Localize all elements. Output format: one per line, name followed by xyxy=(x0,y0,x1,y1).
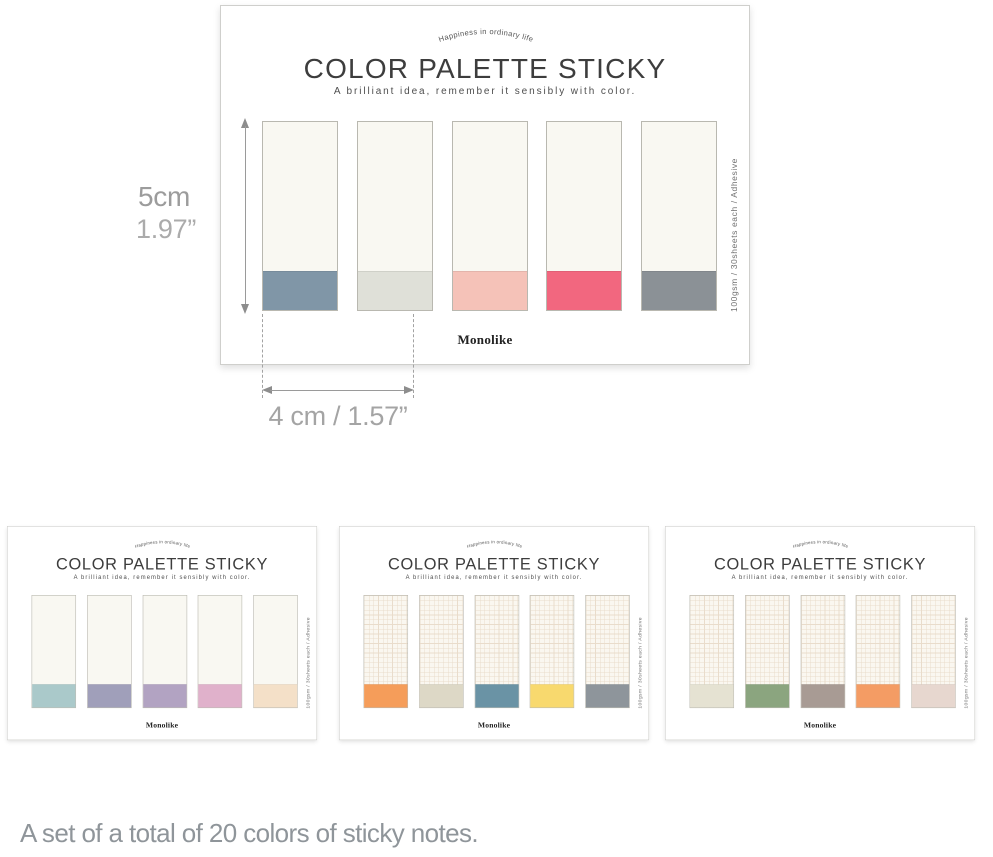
product-card-main: Happiness in ordinary life COLOR PALETTE… xyxy=(220,5,750,365)
spec-side-text: 100gsm / 30sheets each / Adhesive xyxy=(962,617,969,709)
product-card-variant: Happiness in ordinary life COLOR PALETTE … xyxy=(7,526,318,741)
spec-side-text: 100gsm / 30sheets each / Adhesive xyxy=(729,158,739,312)
sticky-note xyxy=(253,595,298,709)
arrow-line xyxy=(245,126,246,306)
arc-tagline-text: Happiness in ordinary life xyxy=(466,539,523,549)
sticky-note-color-strip xyxy=(801,684,845,708)
arc-tagline-text: Happiness in ordinary life xyxy=(134,539,191,549)
brand-logo: Monolike xyxy=(457,332,513,347)
arc-tagline: Happiness in ordinary life xyxy=(792,539,849,549)
sticky-note-color-strip xyxy=(547,271,622,310)
sticky-note-color-strip xyxy=(32,684,76,708)
sticky-notes-row xyxy=(666,527,975,740)
width-label: 4 cm / 1.57” xyxy=(268,401,408,431)
spec-side-text: 100gsm / 30sheets each / Adhesive xyxy=(304,617,311,709)
product-card-variant: Happiness in ordinary life COLOR PALETTE … xyxy=(665,526,976,741)
sticky-note xyxy=(31,595,77,709)
sticky-note xyxy=(800,595,845,709)
sticky-note xyxy=(142,595,187,709)
card-subtitle: A brilliant idea, remember it sensibly w… xyxy=(731,574,909,581)
sticky-notes-row xyxy=(221,6,749,364)
sticky-note-color-strip xyxy=(364,684,408,708)
sticky-note-color-strip xyxy=(263,271,337,310)
height-label-cm: 5cm xyxy=(138,181,190,212)
svg-text:Happiness in ordinary life: Happiness in ordinary life xyxy=(792,539,849,549)
sticky-note xyxy=(585,595,630,709)
sticky-note xyxy=(689,595,735,709)
sticky-note-color-strip xyxy=(475,684,519,708)
dashed-guide-right xyxy=(413,314,414,398)
sticky-note xyxy=(87,595,132,709)
dashed-guide-left xyxy=(262,314,263,398)
sticky-note-color-strip xyxy=(87,684,131,708)
sticky-note-color-strip xyxy=(690,684,734,708)
sticky-note-color-strip xyxy=(143,684,187,708)
brand-logo: Monolike xyxy=(477,720,511,730)
brand-logo: Monolike xyxy=(145,720,179,730)
card-subtitle: A brilliant idea, remember it sensibly w… xyxy=(405,574,583,581)
sticky-note-color-strip xyxy=(357,271,432,310)
svg-text:Happiness in ordinary life: Happiness in ordinary life xyxy=(134,539,191,549)
arrow-right-icon xyxy=(404,386,414,394)
card-title: COLOR PALETTE STICKY xyxy=(303,53,667,84)
spec-side-text: 100gsm / 30sheets each / Adhesive xyxy=(636,617,643,709)
sticky-note xyxy=(911,595,956,709)
sticky-note xyxy=(451,121,528,311)
card-subtitle: A brilliant idea, remember it sensibly w… xyxy=(333,86,637,97)
arc-tagline: Happiness in ordinary life xyxy=(437,27,534,44)
sticky-note xyxy=(363,595,409,709)
card-title: COLOR PALETTE STICKY xyxy=(55,554,269,574)
sticky-note xyxy=(745,595,790,709)
card-subtitle: A brilliant idea, remember it sensibly w… xyxy=(73,574,251,581)
sticky-note-color-strip xyxy=(452,271,527,310)
sticky-note-color-strip xyxy=(198,684,242,708)
variant-card-slot: Happiness in ordinary life COLOR PALETTE … xyxy=(7,526,318,741)
width-dimension-arrow xyxy=(262,384,414,397)
card-title: COLOR PALETTE STICKY xyxy=(387,554,601,574)
sticky-note xyxy=(197,595,243,709)
variant-card-slot: Happiness in ordinary life COLOR PALETTE … xyxy=(339,526,650,741)
sticky-note-color-strip xyxy=(585,684,630,708)
height-label-inch: 1.97” xyxy=(136,214,197,244)
sticky-note xyxy=(546,121,623,311)
sticky-note-color-strip xyxy=(253,684,298,708)
sticky-note xyxy=(641,121,718,311)
product-card-variant: Happiness in ordinary life COLOR PALETTE … xyxy=(339,526,650,741)
sticky-note-color-strip xyxy=(856,684,900,708)
sticky-note-color-strip xyxy=(745,684,789,708)
arc-tagline-text: Happiness in ordinary life xyxy=(792,539,849,549)
sticky-note-color-strip xyxy=(419,684,463,708)
arc-tagline: Happiness in ordinary life xyxy=(466,539,523,549)
brand-logo: Monolike xyxy=(803,720,837,730)
sticky-note xyxy=(356,121,433,311)
arrow-down-icon xyxy=(241,304,249,314)
caption: A set of a total of 20 colors of sticky … xyxy=(20,818,479,848)
arrow-up-icon xyxy=(241,118,249,128)
arrow-line xyxy=(270,390,406,391)
sticky-note xyxy=(529,595,575,709)
arrow-left-icon xyxy=(262,386,272,394)
sticky-note-color-strip xyxy=(642,271,717,310)
sticky-notes-row xyxy=(8,527,317,740)
arc-tagline: Happiness in ordinary life xyxy=(134,539,191,549)
sticky-note-color-strip xyxy=(530,684,574,708)
sticky-note xyxy=(419,595,464,709)
sticky-notes-row xyxy=(340,527,649,740)
sticky-note-color-strip xyxy=(911,684,956,708)
svg-text:Happiness in ordinary life: Happiness in ordinary life xyxy=(466,539,523,549)
sticky-note xyxy=(474,595,519,709)
height-dimension-arrow xyxy=(240,118,251,314)
card-title: COLOR PALETTE STICKY xyxy=(713,554,927,574)
variant-card-slot: Happiness in ordinary life COLOR PALETTE … xyxy=(665,526,976,741)
sticky-note xyxy=(855,595,901,709)
sticky-note xyxy=(262,121,338,311)
